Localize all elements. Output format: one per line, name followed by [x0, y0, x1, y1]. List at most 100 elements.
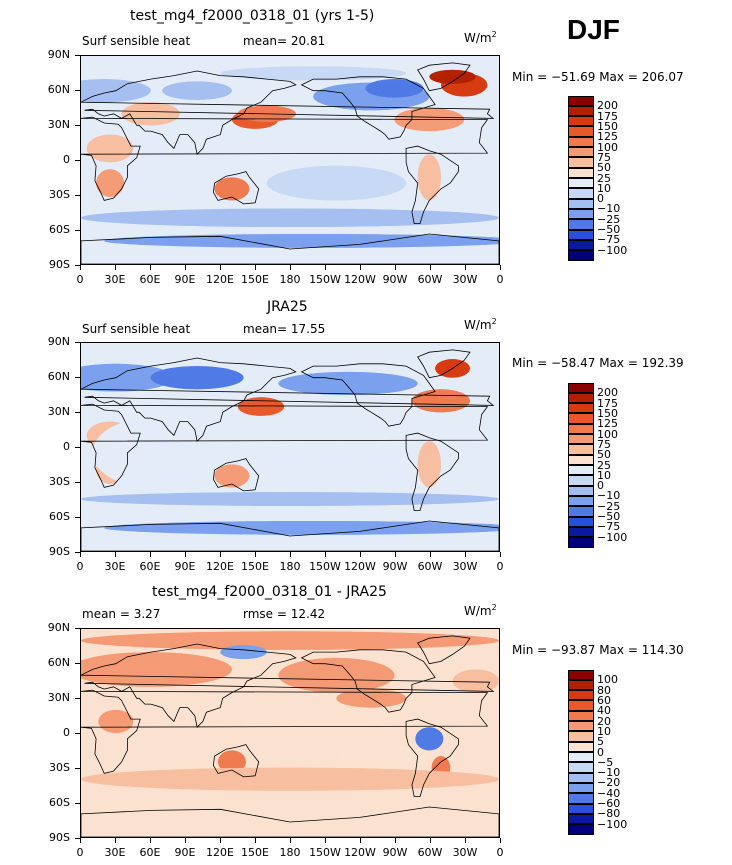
panel-1-units: W/m2 — [464, 30, 497, 45]
panel-2-mean-label: mean= 17.55 — [243, 322, 326, 336]
lat-tick-mark — [75, 230, 80, 231]
lon-tick-mark — [465, 838, 466, 843]
lat-tick-mark — [75, 55, 80, 56]
lon-tick-label: 0 — [76, 273, 84, 286]
lon-tick-mark — [395, 552, 396, 557]
field-patch — [121, 102, 180, 126]
colorbar-box — [568, 669, 594, 680]
colorbar-box — [568, 208, 594, 220]
colorbar-box — [568, 219, 594, 230]
lon-tick-mark — [500, 552, 501, 557]
lon-tick-label: 120W — [344, 846, 376, 859]
colorbar-label: −10 — [597, 202, 621, 216]
colorbar-box — [568, 403, 594, 414]
lon-tick-mark — [325, 265, 326, 270]
colorbar-box — [568, 157, 594, 168]
lon-tick-label: 0 — [496, 273, 504, 286]
lon-tick-mark — [360, 838, 361, 843]
colorbar-label: 25 — [597, 458, 611, 472]
colorbar-box — [568, 824, 594, 835]
coastline-africa — [81, 689, 489, 774]
field-patch — [86, 134, 134, 163]
colorbar-box — [568, 392, 594, 404]
lon-tick-mark — [150, 552, 151, 557]
coastline-southAmerica — [405, 432, 459, 511]
lon-tick-mark — [255, 838, 256, 843]
colorbar-box — [568, 526, 594, 538]
field-patch — [81, 492, 499, 506]
colorbar-box — [568, 772, 594, 783]
colorbar-label: −50 — [597, 223, 621, 237]
colorbar-label: 80 — [597, 683, 611, 697]
lon-tick-label: 180 — [279, 846, 301, 859]
field-patch — [220, 645, 267, 660]
field-patch — [452, 669, 499, 693]
colorbar-label: 0 — [597, 192, 604, 206]
field-patch — [81, 652, 232, 687]
colorbar-box — [568, 444, 594, 455]
lon-tick-mark — [115, 552, 116, 557]
field-patch — [92, 418, 209, 488]
colorbar-label: 100 — [597, 140, 618, 154]
colorbar-box — [568, 537, 594, 548]
panel-2-title: JRA25 — [267, 299, 308, 315]
lon-tick-mark — [500, 838, 501, 843]
lon-tick-label: 180 — [279, 273, 301, 286]
lon-tick-label: 150E — [241, 273, 269, 286]
lat-tick-mark — [75, 265, 80, 266]
panel-3-minmax: Min = −93.87 Max = 114.30 — [512, 643, 684, 657]
coastline-antarctica — [81, 806, 499, 837]
lat-tick-mark — [75, 447, 80, 448]
coastline-northAmerica — [300, 649, 436, 713]
lon-tick-label: 120W — [344, 560, 376, 573]
panel-1-map-svg — [81, 56, 499, 264]
panel-2-minmax: Min = −58.47 Max = 192.39 — [512, 356, 684, 370]
colorbar-box — [568, 710, 594, 722]
colorbar-box — [568, 506, 594, 517]
lat-tick-label: 90N — [47, 335, 70, 348]
colorbar-label: −50 — [597, 510, 621, 524]
lon-tick-mark — [395, 265, 396, 270]
colorbar-label: −10 — [597, 489, 621, 503]
lon-tick-label: 30W — [452, 273, 478, 286]
coastline-australia — [212, 744, 260, 778]
lon-tick-mark — [150, 838, 151, 843]
lon-tick-mark — [115, 265, 116, 270]
panel-2-map — [80, 342, 500, 552]
colorbar-label: 175 — [597, 396, 618, 410]
lon-tick-label: 30W — [452, 560, 478, 573]
colorbar-box — [568, 475, 594, 486]
colorbar-label: 10 — [597, 724, 611, 738]
lon-tick-mark — [80, 838, 81, 843]
lon-tick-label: 150W — [309, 273, 341, 286]
coastline-greenland — [417, 62, 471, 92]
colorbar-label: 125 — [597, 417, 618, 431]
colorbar-box — [568, 516, 594, 527]
field-patch — [336, 744, 430, 768]
coastline-greenland — [417, 635, 471, 665]
colorbar-box — [568, 454, 594, 465]
lon-tick-label: 120E — [206, 273, 234, 286]
colorbar-box — [568, 423, 594, 435]
panel-3-units: W/m2 — [464, 603, 497, 618]
lon-tick-label: 120E — [206, 846, 234, 859]
coastline-africa — [81, 403, 489, 488]
panel-1-map — [80, 55, 500, 265]
lon-tick-label: 90E — [174, 273, 196, 286]
coastline-eurasia — [81, 643, 495, 729]
colorbar-box — [568, 803, 594, 814]
colorbar-label: 175 — [597, 109, 618, 123]
coastline-northAmerica — [300, 363, 436, 427]
lon-tick-label: 30E — [104, 846, 126, 859]
lon-tick-label: 60E — [139, 846, 161, 859]
lon-tick-mark — [290, 265, 291, 270]
lon-tick-mark — [80, 552, 81, 557]
panel-2-variable-label: Surf sensible heat — [82, 322, 191, 336]
lat-tick-label: 30S — [49, 761, 70, 774]
field-patch — [81, 363, 174, 392]
panel-1-minmax: Min = −51.69 Max = 206.07 — [512, 70, 684, 84]
colorbar-label: 125 — [597, 130, 618, 144]
lon-tick-label: 180 — [279, 560, 301, 573]
field-patch — [218, 750, 246, 774]
colorbar-label: 0 — [597, 479, 604, 493]
